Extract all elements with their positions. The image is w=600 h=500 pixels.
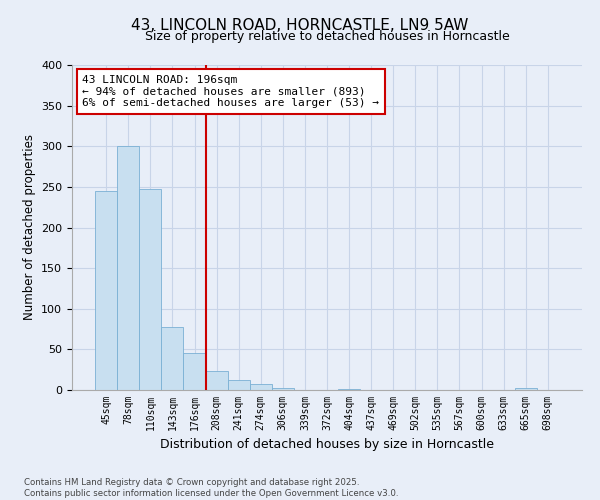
Bar [117,146,139,390]
Bar [272,388,294,390]
Y-axis label: Number of detached properties: Number of detached properties [23,134,35,320]
Bar [184,354,206,390]
Bar [206,372,227,390]
Bar [227,380,250,390]
Bar [161,326,184,390]
X-axis label: Distribution of detached houses by size in Horncastle: Distribution of detached houses by size … [160,438,494,452]
Bar [250,384,272,390]
Bar [139,188,161,390]
Text: Contains HM Land Registry data © Crown copyright and database right 2025.
Contai: Contains HM Land Registry data © Crown c… [24,478,398,498]
Title: Size of property relative to detached houses in Horncastle: Size of property relative to detached ho… [145,30,509,43]
Bar [338,389,360,390]
Text: 43 LINCOLN ROAD: 196sqm
← 94% of detached houses are smaller (893)
6% of semi-de: 43 LINCOLN ROAD: 196sqm ← 94% of detache… [82,74,379,108]
Bar [95,191,117,390]
Bar [515,388,537,390]
Text: 43, LINCOLN ROAD, HORNCASTLE, LN9 5AW: 43, LINCOLN ROAD, HORNCASTLE, LN9 5AW [131,18,469,32]
